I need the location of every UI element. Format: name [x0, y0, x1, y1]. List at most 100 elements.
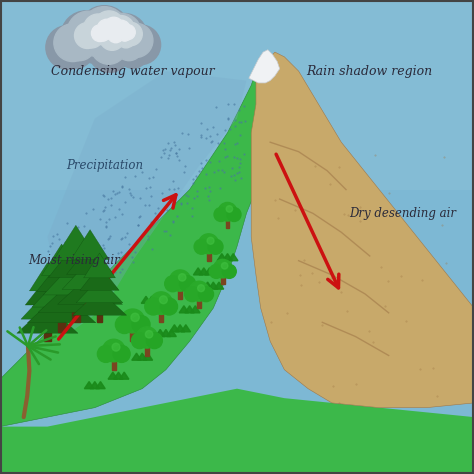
Polygon shape: [143, 353, 153, 360]
Circle shape: [199, 234, 219, 254]
Polygon shape: [205, 268, 214, 275]
Polygon shape: [226, 218, 229, 228]
Polygon shape: [114, 372, 123, 379]
Polygon shape: [132, 353, 141, 360]
Polygon shape: [58, 274, 122, 304]
Polygon shape: [32, 275, 91, 307]
Circle shape: [161, 298, 178, 315]
Circle shape: [179, 273, 186, 281]
Polygon shape: [62, 259, 118, 289]
Circle shape: [145, 298, 162, 315]
Circle shape: [185, 287, 200, 301]
Circle shape: [218, 202, 237, 221]
Circle shape: [118, 23, 153, 57]
Polygon shape: [145, 345, 149, 356]
Circle shape: [57, 32, 94, 68]
Circle shape: [118, 29, 131, 41]
Circle shape: [199, 287, 213, 301]
Circle shape: [165, 276, 181, 292]
Polygon shape: [175, 325, 185, 332]
Polygon shape: [27, 291, 96, 323]
Circle shape: [222, 264, 236, 278]
Circle shape: [214, 208, 228, 221]
Polygon shape: [199, 268, 209, 275]
Circle shape: [91, 28, 127, 64]
Circle shape: [119, 22, 142, 46]
Polygon shape: [167, 329, 176, 337]
Polygon shape: [0, 71, 270, 427]
Polygon shape: [29, 263, 65, 291]
Circle shape: [121, 25, 161, 64]
Polygon shape: [111, 358, 116, 370]
Polygon shape: [251, 52, 474, 408]
Text: Dry desending air: Dry desending air: [349, 207, 456, 220]
Polygon shape: [193, 268, 203, 275]
Circle shape: [100, 13, 147, 60]
Circle shape: [137, 327, 157, 348]
Circle shape: [120, 25, 135, 40]
Circle shape: [77, 20, 113, 56]
Circle shape: [96, 27, 110, 41]
Polygon shape: [185, 306, 194, 313]
Circle shape: [91, 20, 115, 45]
Polygon shape: [84, 382, 94, 389]
Polygon shape: [137, 353, 147, 360]
Circle shape: [97, 19, 116, 38]
Circle shape: [83, 14, 113, 44]
Circle shape: [107, 16, 135, 43]
Text: Condensing water vapour: Condensing water vapour: [51, 64, 215, 78]
Circle shape: [61, 11, 111, 61]
Circle shape: [208, 239, 223, 254]
Bar: [0, 0, 474, 190]
Polygon shape: [44, 327, 51, 341]
Circle shape: [226, 206, 233, 212]
Circle shape: [132, 333, 147, 348]
Circle shape: [82, 7, 127, 52]
Polygon shape: [37, 260, 86, 291]
Polygon shape: [66, 245, 114, 274]
Circle shape: [91, 25, 108, 42]
Text: Moist rising air: Moist rising air: [28, 254, 120, 267]
Polygon shape: [43, 260, 109, 295]
Circle shape: [221, 263, 228, 269]
Polygon shape: [221, 275, 225, 284]
Polygon shape: [90, 382, 100, 389]
Polygon shape: [25, 277, 70, 305]
Polygon shape: [223, 254, 232, 261]
Circle shape: [100, 26, 124, 50]
Polygon shape: [207, 251, 210, 261]
Polygon shape: [153, 296, 162, 303]
Polygon shape: [130, 329, 135, 341]
Circle shape: [101, 13, 142, 54]
Polygon shape: [72, 304, 80, 322]
Polygon shape: [80, 265, 119, 290]
Polygon shape: [48, 243, 103, 277]
Polygon shape: [179, 306, 189, 313]
Circle shape: [112, 20, 130, 38]
Circle shape: [73, 21, 115, 63]
Polygon shape: [159, 311, 164, 322]
Polygon shape: [181, 325, 191, 332]
Polygon shape: [38, 277, 114, 312]
Circle shape: [102, 23, 118, 39]
Circle shape: [194, 239, 209, 254]
Circle shape: [227, 208, 241, 221]
Circle shape: [180, 276, 195, 292]
Circle shape: [170, 270, 191, 291]
Circle shape: [46, 26, 90, 69]
Polygon shape: [170, 325, 179, 332]
Circle shape: [146, 330, 153, 338]
Circle shape: [64, 29, 95, 61]
Polygon shape: [42, 244, 82, 275]
Circle shape: [132, 316, 150, 334]
Circle shape: [189, 281, 209, 301]
Text: Precipitation: Precipitation: [66, 159, 143, 173]
Polygon shape: [147, 296, 156, 303]
Polygon shape: [191, 306, 200, 313]
Circle shape: [113, 346, 130, 363]
Circle shape: [102, 339, 125, 362]
Circle shape: [146, 333, 162, 348]
Circle shape: [78, 6, 130, 58]
Polygon shape: [197, 298, 201, 308]
Circle shape: [121, 309, 145, 333]
